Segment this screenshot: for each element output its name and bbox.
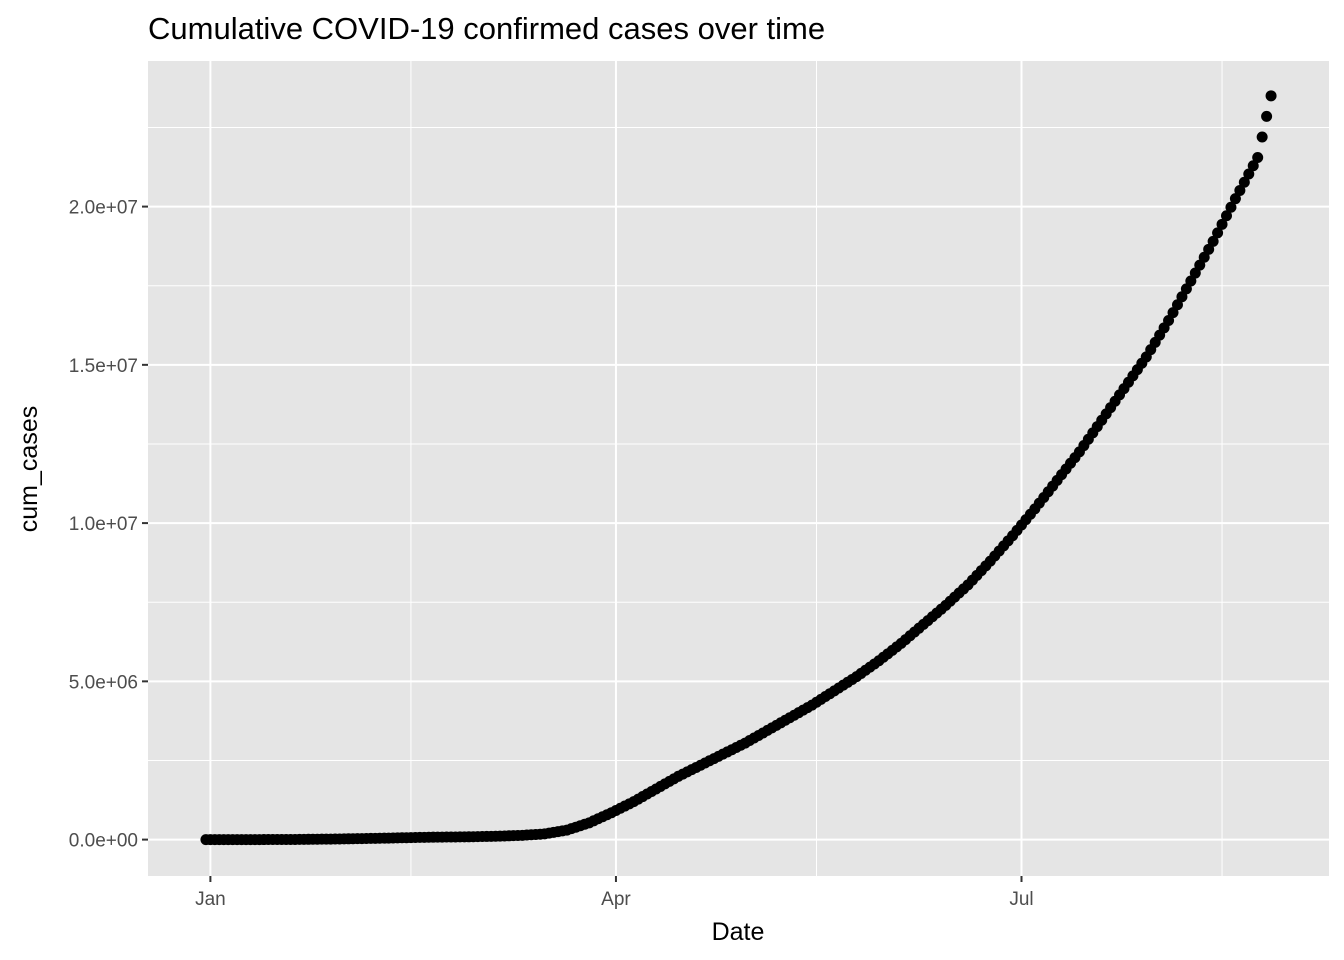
x-tick-label: Jan bbox=[195, 889, 226, 910]
major-gridlines bbox=[148, 61, 1329, 876]
x-tick-label: Jul bbox=[1009, 889, 1033, 910]
data-point bbox=[1238, 176, 1250, 188]
y-tick-label: 1.0e+07 bbox=[69, 514, 138, 535]
x-axis-title: Date bbox=[712, 918, 765, 946]
x-tick-label: Apr bbox=[601, 889, 631, 910]
data-point bbox=[1216, 218, 1228, 230]
data-point bbox=[1212, 227, 1224, 239]
y-axis: 0.0e+00 5.0e+06 1.0e+07 1.5e+07 2.0e+07 bbox=[69, 198, 148, 852]
data-point bbox=[1252, 152, 1264, 164]
data-points bbox=[200, 90, 1277, 846]
y-tick-label: 5.0e+06 bbox=[69, 672, 138, 693]
minor-gridlines bbox=[148, 61, 1329, 876]
data-point bbox=[1256, 131, 1268, 143]
data-point bbox=[1234, 184, 1246, 196]
data-point bbox=[1247, 160, 1259, 172]
y-axis-title: cum_cases bbox=[15, 406, 43, 532]
data-point bbox=[1207, 235, 1219, 247]
data-point bbox=[1225, 201, 1237, 213]
data-point bbox=[1220, 210, 1232, 222]
plot-panel bbox=[148, 61, 1329, 876]
x-axis: Jan Apr Jul bbox=[195, 876, 1034, 910]
y-tick-label: 1.5e+07 bbox=[69, 356, 138, 377]
y-tick-label: 2.0e+07 bbox=[69, 198, 138, 219]
data-point bbox=[1265, 90, 1277, 102]
data-point bbox=[1229, 193, 1241, 205]
data-point bbox=[1261, 110, 1273, 122]
data-point bbox=[1243, 168, 1255, 180]
chart-title: Cumulative COVID-19 confirmed cases over… bbox=[148, 11, 825, 46]
y-tick-label: 0.0e+00 bbox=[69, 831, 138, 852]
